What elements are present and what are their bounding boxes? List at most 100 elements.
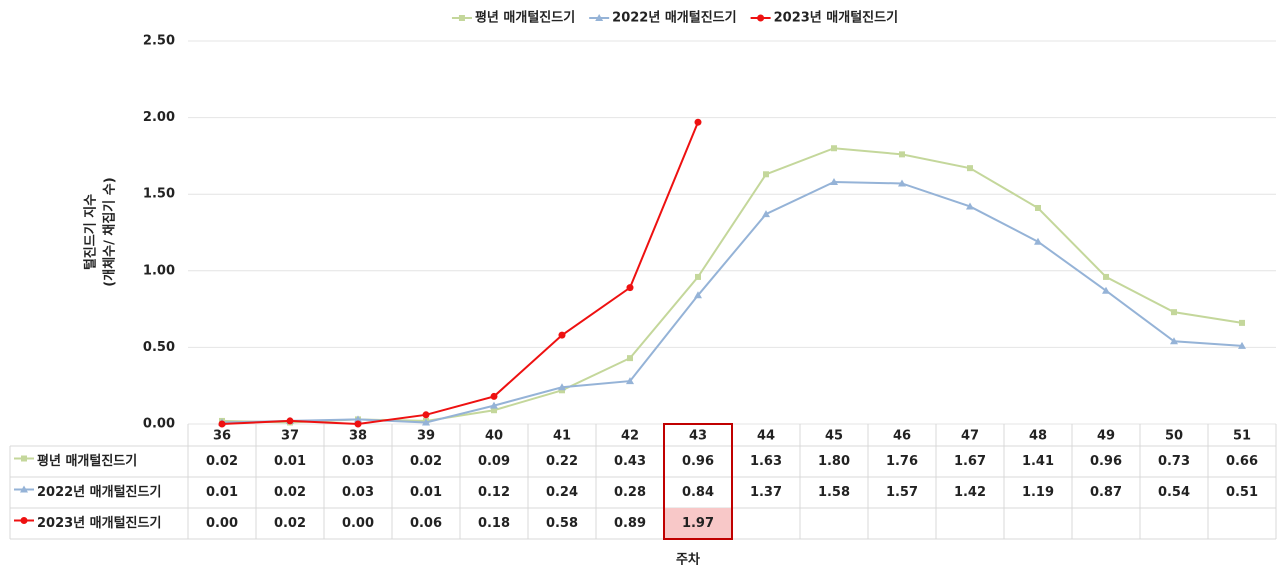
series-marker	[1170, 337, 1178, 345]
series-marker	[627, 355, 633, 362]
series-line	[221, 180, 1243, 424]
table-legend-marker	[20, 485, 28, 493]
series-marker	[559, 387, 565, 394]
series-marker	[898, 179, 906, 187]
table-value: 1.76	[886, 454, 918, 469]
table-row-label: 2022년 매개털진드기	[37, 484, 161, 500]
series-marker	[1103, 273, 1109, 280]
table-value: 0.51	[1226, 485, 1258, 500]
legend-marker	[458, 15, 465, 21]
legend-label: 2022년 매개털진드기	[612, 10, 736, 26]
x-tick-label: 46	[893, 429, 911, 444]
table-value: 0.84	[682, 485, 714, 500]
table-value: 1.42	[954, 485, 986, 500]
table-legend-marker	[20, 517, 28, 524]
y-axis-label: 털진드기 지수	[83, 194, 99, 270]
y-tick-label: 1.50	[143, 187, 175, 202]
table-value: 0.73	[1158, 454, 1190, 469]
series-marker	[1238, 341, 1246, 349]
table-value: 0.58	[546, 516, 578, 531]
series-marker	[1102, 286, 1110, 294]
series-marker	[1239, 319, 1245, 326]
series-marker	[558, 383, 566, 391]
series-marker	[490, 392, 498, 400]
table-value: 0.01	[274, 454, 306, 469]
table-value: 0.06	[410, 516, 442, 531]
table-row-label: 평년 매개털진드기	[37, 453, 137, 469]
x-tick-label: 49	[1097, 429, 1115, 444]
x-tick-label: 48	[1029, 429, 1047, 444]
series-marker	[218, 420, 226, 428]
series-marker	[490, 401, 498, 409]
table-row-label: 2023년 매개털진드기	[37, 515, 161, 531]
table-value: 1.19	[1022, 485, 1054, 500]
table-value: 0.96	[1090, 454, 1122, 469]
legend-marker	[757, 14, 765, 22]
x-tick-label: 40	[485, 429, 503, 444]
series-marker	[762, 210, 770, 218]
y-tick-label: 2.00	[143, 110, 175, 125]
table-value: 0.22	[546, 454, 578, 469]
table-value: 0.01	[410, 485, 442, 500]
table-value: 0.28	[614, 485, 646, 500]
series-line	[221, 121, 699, 426]
table-value: 0.00	[206, 516, 238, 531]
y-tick-label: 2.50	[143, 34, 175, 49]
series-marker	[966, 202, 974, 210]
table-value: 1.58	[818, 485, 850, 500]
table-value: 1.57	[886, 485, 918, 500]
table-legend-marker	[21, 455, 27, 462]
series-marker	[354, 420, 362, 428]
table-value: 1.41	[1022, 454, 1054, 469]
series-marker	[626, 377, 634, 385]
table-value: 1.67	[954, 454, 986, 469]
y-tick-label: 0.00	[143, 417, 175, 432]
table-value: 1.37	[750, 485, 782, 500]
series-marker	[1171, 309, 1177, 316]
series-marker	[967, 165, 973, 172]
table-value: 0.89	[614, 516, 646, 531]
series-marker	[558, 331, 566, 339]
series-marker	[491, 407, 497, 414]
table-value: 0.96	[682, 454, 714, 469]
y-tick-label: 0.50	[143, 340, 175, 355]
table-value: 0.02	[206, 454, 238, 469]
table-value: 0.87	[1090, 485, 1122, 500]
series-marker	[763, 171, 769, 178]
legend-marker	[595, 14, 604, 21]
y-axis-label: (개체수/ 채집기 수)	[103, 177, 118, 286]
table-value: 0.02	[274, 516, 306, 531]
legend: 평년 매개털진드기 2022년 매개털진드기 2023년 매개털진드기	[451, 10, 898, 26]
table-value: 0.09	[478, 454, 510, 469]
table-value: 0.00	[342, 516, 374, 531]
series-marker	[1034, 237, 1042, 245]
table-value: 0.43	[614, 454, 646, 469]
legend-label: 평년 매개털진드기	[475, 10, 575, 26]
series-marker	[626, 284, 634, 292]
table-value: 0.66	[1226, 454, 1258, 469]
x-axis-label: 주차	[676, 552, 700, 568]
table-value: 0.24	[546, 485, 578, 500]
x-tick-label: 41	[553, 429, 571, 444]
x-tick-label: 37	[281, 429, 299, 444]
table-value: 1.80	[818, 454, 850, 469]
series-marker	[422, 411, 430, 419]
x-tick-label: 42	[621, 429, 639, 444]
series-marker	[1035, 204, 1041, 211]
series-marker	[695, 273, 701, 280]
x-tick-label: 50	[1165, 429, 1183, 444]
table-value: 0.03	[342, 485, 374, 500]
highlight-cell	[664, 508, 732, 539]
table-value: 0.02	[410, 454, 442, 469]
table-value: 0.03	[342, 454, 374, 469]
series-marker	[694, 291, 702, 299]
table-value: 1.97	[682, 516, 714, 531]
table-value: 0.01	[206, 485, 238, 500]
y-tick-label: 1.00	[143, 263, 175, 278]
table-value: 0.18	[478, 516, 510, 531]
x-tick-label: 43	[689, 429, 707, 444]
series-marker	[286, 417, 294, 425]
table-value: 0.12	[478, 485, 510, 500]
series-line	[221, 147, 1243, 424]
series-marker	[354, 415, 362, 423]
